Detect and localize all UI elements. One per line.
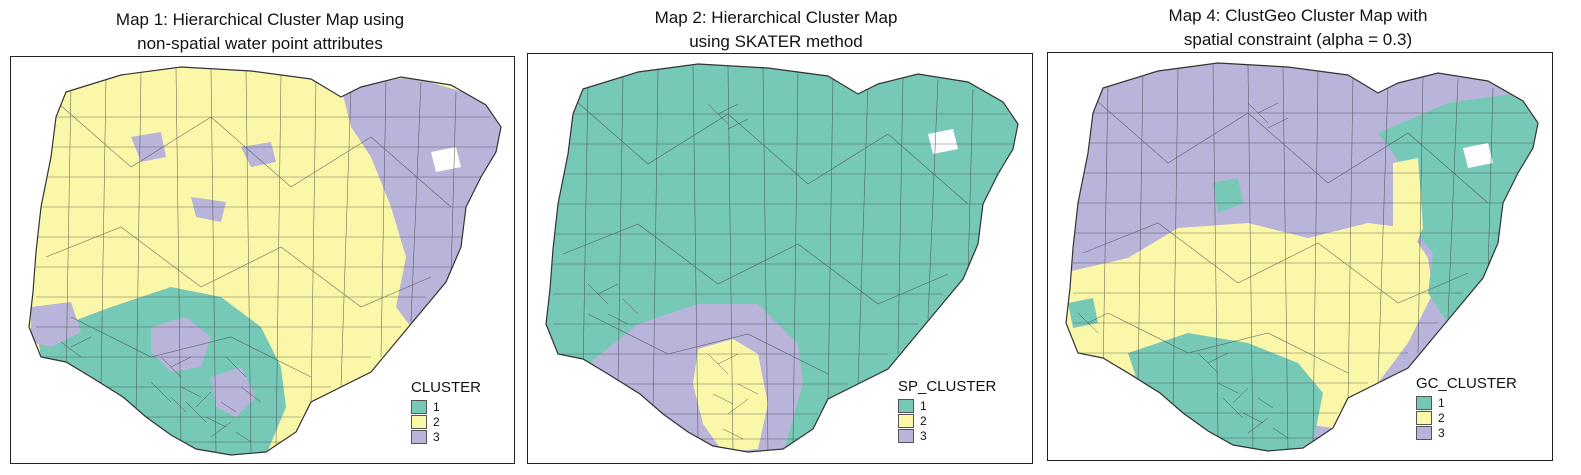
legend-swatch xyxy=(898,398,914,413)
legend-item: 2 xyxy=(898,413,996,428)
nigeria-map xyxy=(1065,62,1539,452)
legend-title: GC_CLUSTER xyxy=(1416,375,1517,392)
legend-swatch xyxy=(1416,395,1432,410)
legend-item: 1 xyxy=(898,398,996,413)
legend-swatch xyxy=(1416,425,1432,440)
legend-swatch xyxy=(411,399,427,414)
legend-item: 2 xyxy=(411,414,481,429)
legend-item: 2 xyxy=(1416,410,1517,425)
map-frame: SP_CLUSTER 1 2 3 xyxy=(527,53,1033,464)
legend-swatch xyxy=(411,429,427,444)
legend-item: 1 xyxy=(411,399,481,414)
nigeria-map xyxy=(28,66,502,456)
map-title: Map 2: Hierarchical Cluster Map using SK… xyxy=(654,8,898,51)
map-frame: GC_CLUSTER 1 2 3 xyxy=(1047,52,1553,461)
map-frame: CLUSTER 1 2 3 xyxy=(10,56,515,464)
legend-item: 3 xyxy=(1416,425,1517,440)
nigeria-map xyxy=(545,63,1019,453)
legend-item: 3 xyxy=(898,428,996,443)
legend: GC_CLUSTER 1 2 3 xyxy=(1416,375,1517,440)
legend-item: 1 xyxy=(1416,395,1517,410)
legend-title: SP_CLUSTER xyxy=(898,378,997,395)
legend-item: 3 xyxy=(411,429,481,444)
legend: SP_CLUSTER 1 2 3 xyxy=(898,378,996,443)
map-title: Map 1: Hierarchical Cluster Map using no… xyxy=(115,10,405,53)
legend-swatch xyxy=(898,413,914,428)
legend-swatch xyxy=(898,428,914,443)
legend-swatch xyxy=(411,414,427,429)
legend-title: CLUSTER xyxy=(411,379,482,396)
legend: CLUSTER 1 2 3 xyxy=(411,379,481,444)
map-title: Map 4: ClustGeo Cluster Map with spatial… xyxy=(1168,6,1428,49)
legend-swatch xyxy=(1416,410,1432,425)
